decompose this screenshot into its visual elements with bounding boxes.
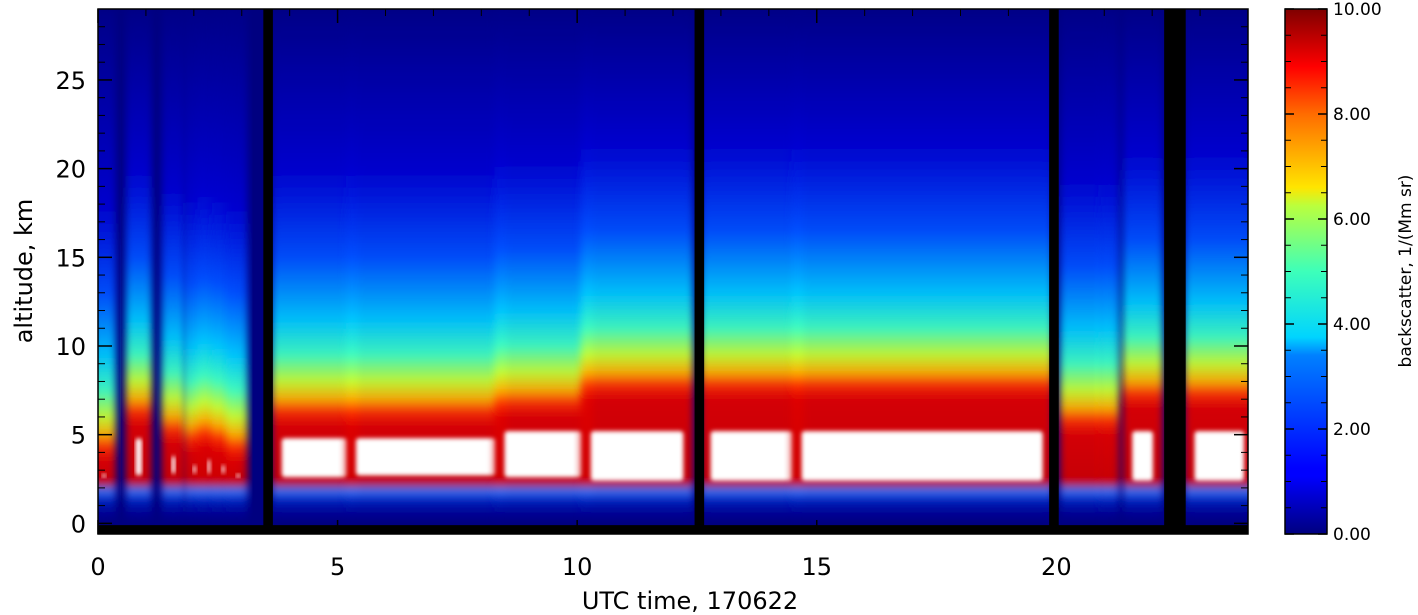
y-axis-title: altitude, km [10, 199, 38, 344]
x-tick-label: 15 [801, 553, 832, 581]
saturated-region [355, 438, 497, 476]
saturated-region [590, 431, 684, 481]
backscatter-column [98, 9, 116, 534]
saturated-region [207, 459, 212, 474]
y-tick-label: 15 [55, 244, 86, 272]
colorbar-gradient [1284, 8, 1328, 535]
plot-area: 0 5 10 15 20 0 5 10 15 20 25 [55, 8, 1249, 581]
y-tick-label: 25 [55, 67, 86, 95]
colorbar-ticks: 0.00 2.00 4.00 6.00 8.00 10.00 [1285, 0, 1382, 545]
backscatter-column [161, 9, 186, 534]
colorbar-tick-label: 4.00 [1333, 315, 1371, 335]
saturated-region [221, 464, 226, 474]
x-tick-label: 0 [90, 553, 105, 581]
backscatter-column [1098, 9, 1120, 534]
x-tick-label: 10 [562, 553, 593, 581]
colorbar-tick-label: 10.00 [1333, 0, 1382, 20]
saturated-region [801, 431, 1043, 481]
y-tick-label: 0 [71, 510, 86, 538]
y-tick-label: 5 [71, 422, 86, 450]
y-tick-label: 20 [55, 156, 86, 184]
saturated-region [171, 455, 176, 474]
missing-data-gap [694, 9, 705, 534]
missing-data-gap [1049, 9, 1059, 534]
saturated-region [504, 431, 583, 478]
backscatter-column [226, 9, 248, 534]
saturated-region [1132, 431, 1153, 481]
saturated-region [281, 438, 348, 478]
saturated-region [193, 464, 198, 474]
colorbar-tick-label: 6.00 [1333, 210, 1371, 230]
saturated-region [102, 473, 106, 478]
x-tick-label: 20 [1041, 553, 1072, 581]
heatmap-layer [98, 9, 1248, 534]
colorbar-tick-label: 0.00 [1333, 525, 1371, 545]
x-tick-label: 5 [330, 553, 345, 581]
missing-data-gap [263, 9, 273, 534]
missing-data-gap [1164, 9, 1186, 534]
saturated-region [1194, 431, 1244, 481]
x-axis: 0 5 10 15 20 [90, 9, 1201, 581]
colorbar-tick-label: 8.00 [1333, 105, 1371, 125]
y-tick-label: 10 [55, 333, 86, 361]
saturated-region [710, 431, 794, 481]
y-axis: 0 5 10 15 20 25 [55, 26, 1248, 538]
x-axis-title: UTC time, 170622 [582, 587, 798, 615]
saturated-region [135, 438, 142, 476]
colorbar: 0.00 2.00 4.00 6.00 8.00 10.00 [1284, 0, 1382, 545]
saturated-region [236, 473, 241, 478]
colorbar-title: backscatter, 1/(Mm sr) [1396, 175, 1416, 368]
backscatter-column [1059, 9, 1106, 534]
colorbar-tick-label: 2.00 [1333, 420, 1371, 440]
